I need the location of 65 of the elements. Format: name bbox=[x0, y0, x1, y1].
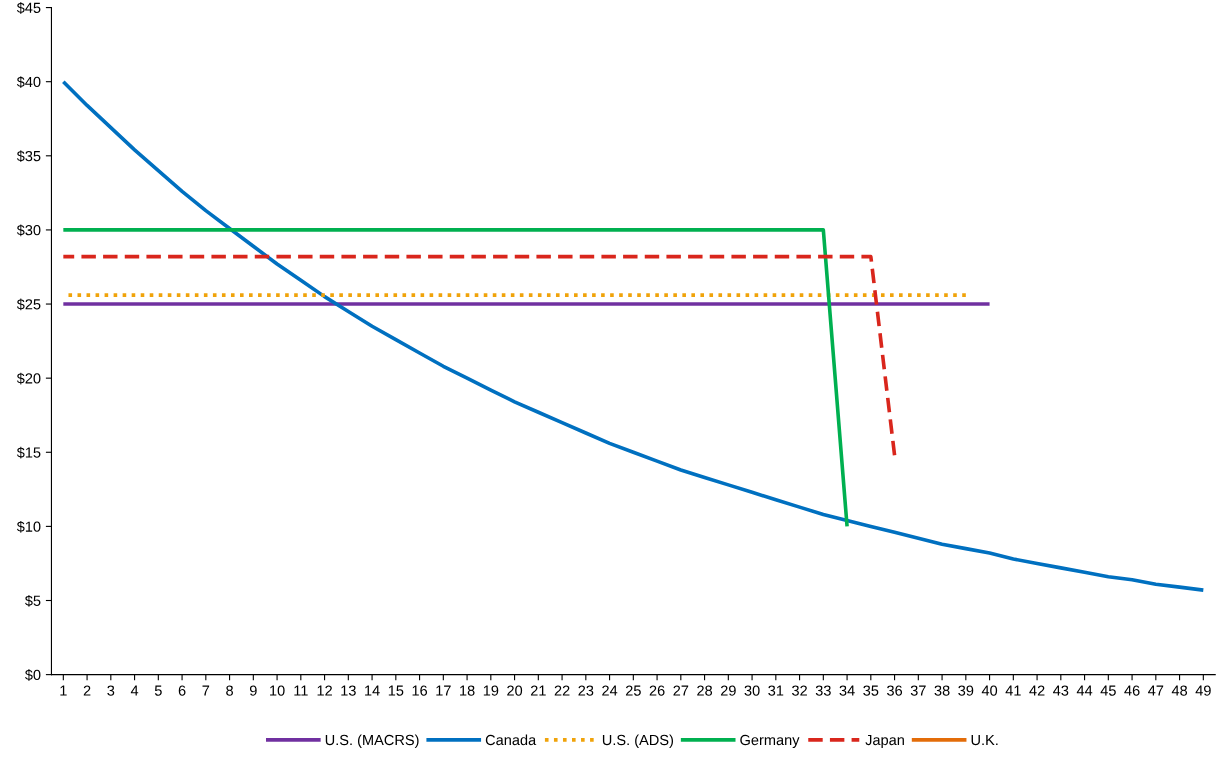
x-tick-label: 37 bbox=[910, 685, 926, 696]
x-tick-label: 45 bbox=[1100, 685, 1116, 696]
x-tick-label: 26 bbox=[649, 685, 665, 696]
y-tick-label: $30 bbox=[16, 224, 41, 237]
x-tick-label: 14 bbox=[365, 685, 380, 696]
x-tick-label: 13 bbox=[341, 685, 356, 696]
x-tick-label: 23 bbox=[578, 685, 594, 696]
x-tick-label: 40 bbox=[981, 685, 998, 696]
y-tick-label: $40 bbox=[16, 76, 41, 88]
y-tick-label: $35 bbox=[16, 150, 41, 163]
x-tick-label: 19 bbox=[483, 685, 499, 696]
x-tick-label: 48 bbox=[1171, 685, 1188, 696]
y-tick-label: $25 bbox=[16, 298, 41, 311]
x-tick-label: 34 bbox=[839, 685, 855, 696]
x-tick-label: 8 bbox=[226, 685, 233, 696]
x-tick-label: 15 bbox=[388, 685, 404, 696]
x-tick-label: 21 bbox=[530, 685, 546, 696]
x-tick-label: 16 bbox=[412, 685, 428, 696]
x-tick-label: 2 bbox=[83, 685, 91, 696]
legend-label: Germany bbox=[740, 734, 800, 749]
x-tick-label: 44 bbox=[1076, 685, 1093, 696]
x-tick-label: 32 bbox=[792, 685, 807, 696]
x-tick-label: 38 bbox=[934, 685, 950, 696]
x-tick-label: 24 bbox=[602, 685, 618, 696]
x-tick-label: 5 bbox=[154, 685, 162, 696]
x-tick-label: 47 bbox=[1148, 685, 1164, 696]
x-tick-label: 35 bbox=[863, 685, 879, 696]
x-tick-label: 31 bbox=[768, 685, 784, 696]
legend-label: Japan bbox=[865, 734, 904, 749]
x-tick-label: 1 bbox=[60, 685, 67, 696]
y-tick-label: $20 bbox=[16, 372, 41, 385]
x-tick-label: 17 bbox=[436, 685, 451, 696]
legend-label: U.S. (MACRS) bbox=[325, 734, 419, 749]
x-tick-label: 6 bbox=[178, 685, 186, 696]
x-tick-label: 4 bbox=[130, 685, 139, 696]
y-tick-label: $10 bbox=[16, 520, 41, 533]
x-tick-label: 39 bbox=[958, 685, 974, 696]
x-tick-label: 30 bbox=[744, 685, 760, 696]
x-tick-label: 43 bbox=[1053, 685, 1069, 696]
x-tick-label: 12 bbox=[317, 685, 332, 696]
legend-label: U.S. (ADS) bbox=[602, 734, 674, 749]
x-tick-label: 10 bbox=[270, 685, 285, 696]
x-tick-label: 7 bbox=[202, 685, 210, 696]
x-tick-label: 36 bbox=[887, 685, 903, 696]
y-tick-label: $15 bbox=[16, 446, 41, 459]
y-tick-label: $45 bbox=[16, 2, 41, 14]
x-tick-label: 28 bbox=[697, 685, 713, 696]
x-tick-label: 11 bbox=[294, 685, 308, 696]
x-tick-label: 29 bbox=[720, 685, 736, 696]
x-tick-label: 33 bbox=[815, 685, 831, 696]
x-tick-label: 27 bbox=[673, 685, 689, 696]
x-tick-label: 18 bbox=[460, 685, 475, 696]
x-tick-label: 20 bbox=[507, 685, 523, 696]
y-tick-label: $0 bbox=[24, 669, 41, 681]
y-tick-label: $5 bbox=[24, 594, 41, 607]
legend-label: U.K. bbox=[971, 734, 998, 746]
x-tick-label: 22 bbox=[554, 685, 570, 696]
x-tick-label: 49 bbox=[1195, 685, 1211, 696]
x-tick-label: 3 bbox=[107, 685, 115, 696]
x-tick-label: 42 bbox=[1029, 685, 1045, 696]
legend-label: Canada bbox=[485, 734, 537, 746]
x-tick-label: 41 bbox=[1005, 685, 1021, 696]
x-tick-label: 25 bbox=[625, 685, 641, 696]
x-tick-label: 46 bbox=[1124, 685, 1140, 696]
x-tick-label: 9 bbox=[249, 685, 257, 696]
